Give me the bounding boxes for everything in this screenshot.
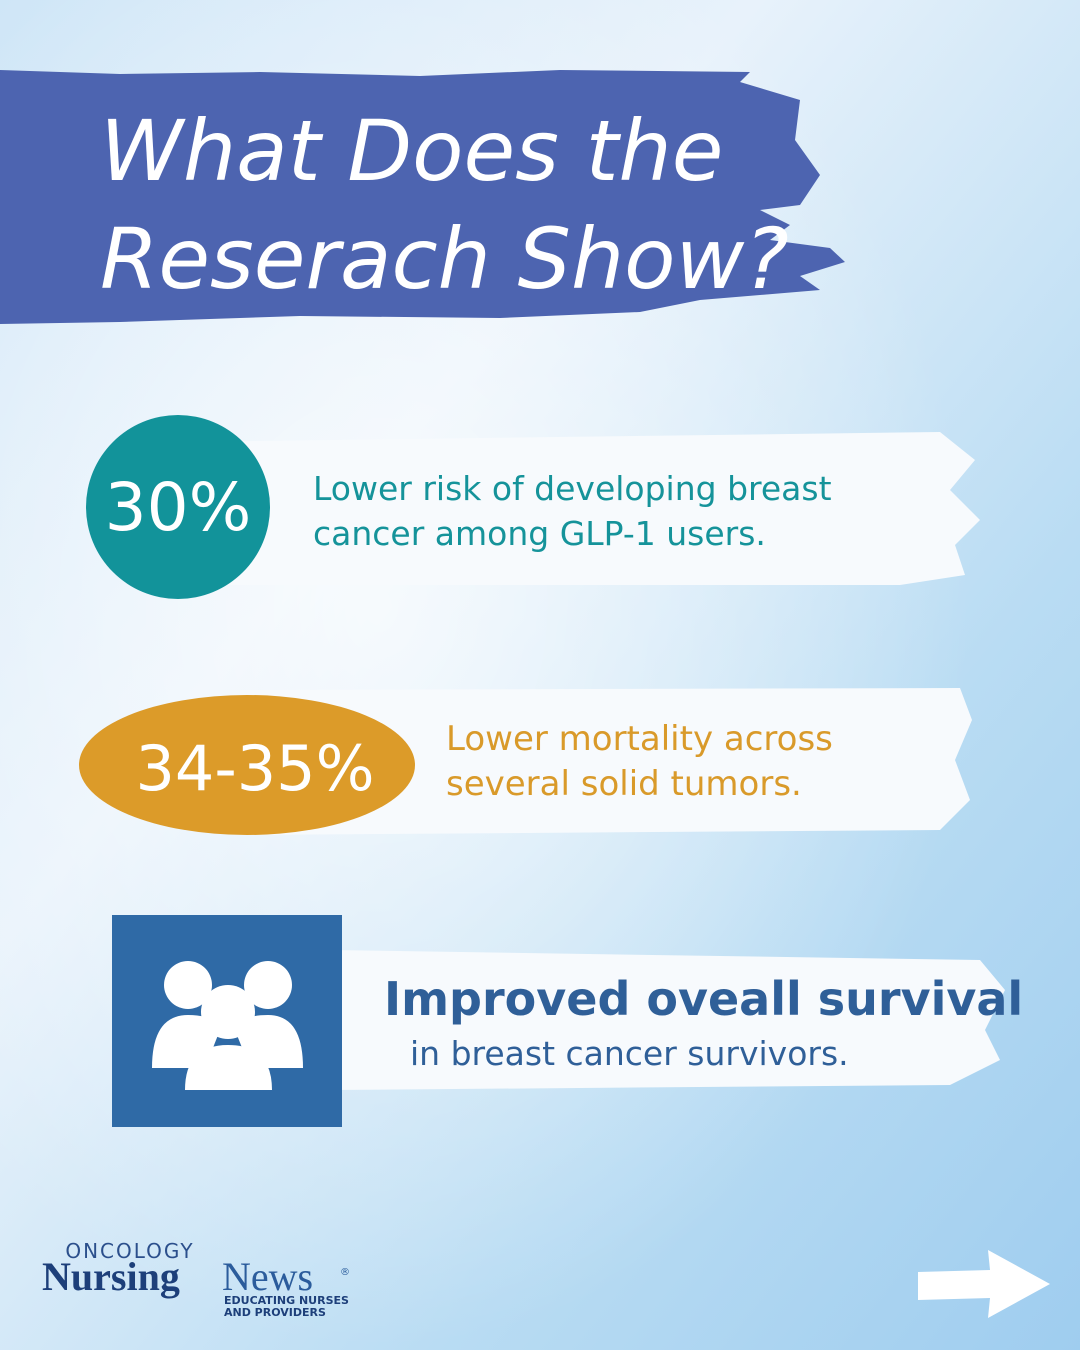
logo-tagline: AND PROVIDERS	[224, 1306, 326, 1319]
item-text: cancer among GLP-1 users.	[313, 514, 766, 553]
item-text: in breast cancer survivors.	[410, 1034, 849, 1073]
stat: 34-35%	[135, 732, 374, 805]
item-headline: Improved oveall survival	[384, 972, 1023, 1026]
logo-second: News	[222, 1254, 313, 1299]
stat-badge	[79, 695, 415, 835]
logo-main: Nursing	[42, 1254, 180, 1299]
brush-strip	[240, 688, 972, 835]
brush-strip	[330, 950, 1005, 1090]
logo-top: ONCOLOGY	[65, 1239, 194, 1263]
title-line: Reserach Show?	[100, 210, 789, 308]
title-banner	[0, 70, 845, 324]
item-text: several solid tumors.	[446, 764, 802, 804]
logo-tagline: EDUCATING NURSES	[224, 1294, 349, 1307]
brush-strip	[180, 432, 980, 585]
next-arrow[interactable]	[918, 1250, 1050, 1318]
people-icon	[152, 961, 303, 1090]
logo-mark: ®	[340, 1267, 350, 1278]
stat-badge	[86, 415, 270, 599]
stat: 30%	[105, 469, 252, 546]
item-text: Lower mortality across	[446, 719, 833, 759]
item-text: Lower risk of developing breast	[313, 469, 832, 508]
title-line: What Does the	[100, 102, 723, 200]
